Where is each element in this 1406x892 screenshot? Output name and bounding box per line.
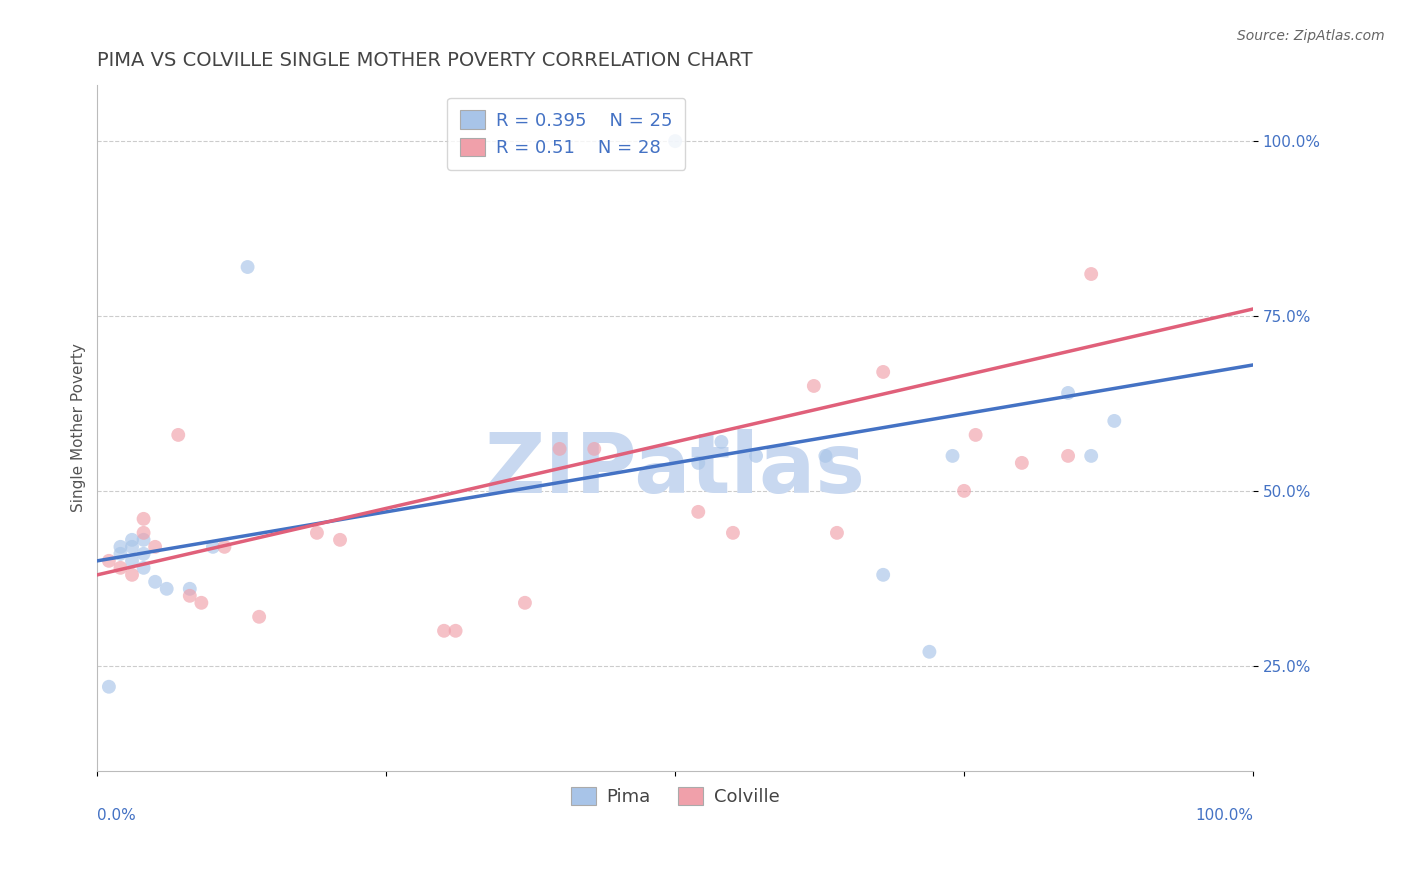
Point bbox=[121, 540, 143, 554]
Point bbox=[1057, 449, 1080, 463]
Point bbox=[121, 554, 143, 568]
Point bbox=[918, 645, 941, 659]
Y-axis label: Single Mother Poverty: Single Mother Poverty bbox=[72, 343, 86, 512]
Point bbox=[1104, 414, 1126, 428]
Point bbox=[132, 525, 155, 540]
Point bbox=[110, 561, 132, 575]
Legend: Pima, Colville: Pima, Colville bbox=[564, 780, 787, 814]
Point bbox=[1080, 267, 1102, 281]
Point bbox=[548, 442, 571, 456]
Point bbox=[121, 533, 143, 547]
Point bbox=[513, 596, 536, 610]
Point bbox=[97, 554, 120, 568]
Point bbox=[814, 449, 837, 463]
Point bbox=[132, 512, 155, 526]
Point bbox=[236, 260, 259, 274]
Point bbox=[583, 442, 606, 456]
Point bbox=[710, 434, 733, 449]
Point bbox=[179, 582, 201, 596]
Text: 0.0%: 0.0% bbox=[97, 808, 136, 823]
Point bbox=[1057, 386, 1080, 401]
Point bbox=[179, 589, 201, 603]
Point bbox=[156, 582, 179, 596]
Point bbox=[329, 533, 352, 547]
Point bbox=[664, 134, 686, 148]
Point bbox=[121, 567, 143, 582]
Point bbox=[444, 624, 467, 638]
Text: PIMA VS COLVILLE SINGLE MOTHER POVERTY CORRELATION CHART: PIMA VS COLVILLE SINGLE MOTHER POVERTY C… bbox=[97, 51, 754, 70]
Point bbox=[97, 680, 120, 694]
Point bbox=[965, 428, 987, 442]
Point bbox=[143, 540, 166, 554]
Point bbox=[214, 540, 236, 554]
Point bbox=[132, 547, 155, 561]
Point bbox=[305, 525, 328, 540]
Point bbox=[110, 547, 132, 561]
Point bbox=[825, 525, 848, 540]
Point bbox=[721, 525, 744, 540]
Point bbox=[110, 540, 132, 554]
Point bbox=[201, 540, 224, 554]
Point bbox=[1080, 449, 1102, 463]
Point bbox=[1011, 456, 1033, 470]
Point bbox=[872, 567, 894, 582]
Text: 100.0%: 100.0% bbox=[1195, 808, 1253, 823]
Point bbox=[132, 533, 155, 547]
Point bbox=[872, 365, 894, 379]
Point bbox=[190, 596, 212, 610]
Text: ZIPatlas: ZIPatlas bbox=[485, 428, 866, 509]
Point bbox=[143, 574, 166, 589]
Point bbox=[433, 624, 456, 638]
Point bbox=[953, 483, 976, 498]
Point bbox=[803, 379, 825, 393]
Point bbox=[941, 449, 963, 463]
Point bbox=[167, 428, 190, 442]
Point bbox=[688, 456, 710, 470]
Point bbox=[247, 609, 270, 624]
Point bbox=[132, 561, 155, 575]
Text: Source: ZipAtlas.com: Source: ZipAtlas.com bbox=[1237, 29, 1385, 43]
Point bbox=[745, 449, 768, 463]
Point bbox=[688, 505, 710, 519]
